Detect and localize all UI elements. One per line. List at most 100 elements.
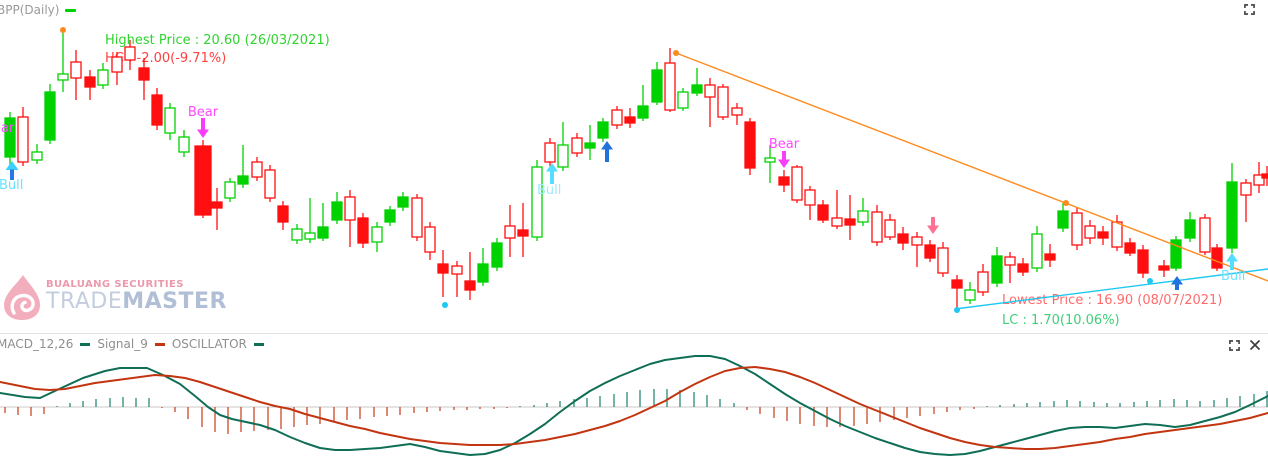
legend-marker-icon [80, 342, 91, 346]
candle [884, 214, 896, 240]
candle [70, 50, 82, 100]
candle [1226, 163, 1238, 253]
candle [477, 248, 489, 286]
candlestick-chart[interactable]: Highest Price : 20.60 (26/03/2021) HC : -… [0, 0, 1268, 333]
candle [1184, 212, 1196, 242]
candle [611, 106, 623, 129]
candle [504, 205, 516, 257]
trendline-anchor-dots [60, 27, 1153, 313]
anchor-dot[interactable] [954, 307, 960, 313]
candle [211, 188, 223, 230]
candle [557, 122, 569, 171]
candle [464, 252, 476, 300]
symbol-label: BPP(Daily) [0, 3, 60, 17]
candle [124, 40, 136, 70]
candle [291, 224, 303, 244]
oscillator-histogram [4, 389, 1268, 434]
candle [624, 108, 636, 128]
trendlines [675, 52, 1268, 310]
candle [778, 170, 790, 192]
candle [277, 201, 289, 230]
signal-arrows [5, 118, 1238, 290]
price-label-highest: Highest Price : 20.60 (26/03/2021) [105, 33, 330, 48]
candle [491, 238, 503, 271]
signal-label-bear: Bear [0, 121, 15, 136]
anchor-dot[interactable] [442, 302, 448, 308]
candle [964, 282, 976, 304]
candle [331, 192, 343, 224]
expand-chart-icon[interactable] [1244, 4, 1255, 15]
candle [1158, 260, 1170, 277]
macd-line [0, 355, 1268, 456]
macd-oscillator-chart[interactable] [0, 333, 1268, 462]
candle [1124, 238, 1136, 256]
candle [424, 222, 436, 260]
candle [4, 112, 16, 167]
candle [451, 261, 463, 297]
signal-label-bull: Bull [0, 178, 23, 193]
candle [637, 85, 649, 121]
candle [977, 264, 989, 296]
panel-separator [0, 333, 1268, 334]
candle [1017, 258, 1029, 276]
candle [897, 227, 909, 250]
candle [664, 48, 676, 112]
candle [371, 222, 383, 252]
bull-arrow-1-stem [10, 169, 14, 180]
candle [744, 118, 756, 175]
bull-arrow-2 [546, 163, 558, 184]
anchor-dot[interactable] [673, 50, 679, 56]
candle [991, 247, 1003, 287]
candle [164, 103, 176, 140]
candle [1044, 244, 1056, 267]
candle [178, 130, 190, 157]
buy-arrow-1 [601, 141, 613, 162]
candle [1253, 162, 1265, 193]
candle [384, 206, 396, 226]
bear-arrow-2 [778, 151, 790, 168]
legend-marker-icon [253, 342, 264, 346]
candle [304, 198, 316, 243]
candle [717, 84, 729, 120]
expand-macd-panel-icon[interactable] [1229, 340, 1240, 351]
candle [531, 160, 543, 241]
candle [1137, 245, 1149, 278]
legend-label: OSCILLATOR [171, 337, 247, 351]
candle [951, 275, 963, 308]
candle [1084, 220, 1096, 244]
candle [571, 133, 583, 157]
candle [731, 103, 743, 125]
candle [677, 88, 689, 111]
anchor-dot[interactable] [60, 27, 66, 33]
candle [651, 62, 663, 105]
candle [224, 178, 236, 202]
candle [804, 186, 816, 220]
candle [791, 165, 803, 203]
candle [437, 250, 449, 297]
candle [111, 52, 123, 85]
candle [544, 138, 556, 166]
trendline[interactable] [954, 268, 1268, 310]
anchor-dot[interactable] [1063, 200, 1069, 206]
signal-label-bear: Bear [769, 137, 800, 152]
candle [1240, 179, 1252, 222]
candle [31, 144, 43, 164]
trendline[interactable] [675, 52, 1268, 282]
candle [1071, 208, 1083, 250]
candle [764, 145, 776, 183]
anchor-dot[interactable] [1147, 278, 1153, 284]
bear-arrow-1 [197, 118, 209, 138]
candle [264, 165, 276, 202]
price-label-highest-change: HC : -2.00(-9.71%) [105, 51, 226, 66]
candle [691, 68, 703, 96]
legend-label: MACD_12,26 [0, 337, 74, 351]
candle [151, 88, 163, 130]
close-macd-panel-icon[interactable] [1249, 339, 1261, 351]
candle [1031, 226, 1043, 272]
candle [1097, 226, 1109, 245]
bull-arrow-3 [1226, 253, 1238, 270]
candle [584, 125, 596, 160]
legend-label: Signal_9 [97, 337, 148, 351]
candle [597, 118, 609, 142]
